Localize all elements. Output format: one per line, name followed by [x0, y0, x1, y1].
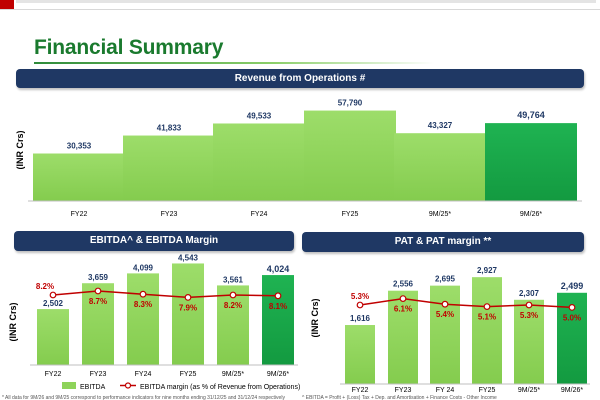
pat-margin-label: 5.3% [520, 311, 538, 320]
ebitda-margin-label: 7.9% [179, 303, 197, 312]
pat-margin-label: 5.4% [436, 310, 454, 319]
ebitda-margin-label: 8.7% [89, 297, 107, 306]
title-underline [34, 62, 434, 64]
pat-margin-line [359, 297, 573, 309]
pat-margin-marker [441, 300, 449, 308]
ebitda-category-label: FY25 [180, 371, 197, 378]
pat-category-label: 9M/25* [518, 387, 540, 394]
revenue-category-label: 9M/26* [520, 211, 542, 218]
ebitda-margin-label: 8.2% [224, 301, 242, 310]
top-grey-strip [16, 0, 596, 3]
pat-category-label: FY22 [352, 387, 369, 394]
pat-chart-banner: PAT & PAT margin ** [302, 232, 584, 252]
pat-margin-label: 5.3% [351, 292, 369, 301]
revenue-category-label: FY24 [251, 211, 268, 218]
ebitda-category-label: FY22 [45, 371, 62, 378]
revenue-category-label: 9M/25* [429, 211, 451, 218]
page-title: Financial Summary [34, 36, 224, 59]
pat-category-label: 9M/26* [561, 387, 583, 394]
revenue-bar [33, 153, 125, 201]
pat-margin-marker [568, 304, 576, 311]
ebitda-margin-marker [94, 287, 102, 295]
pat-margin-marker [356, 301, 364, 309]
pat-category-label: FY23 [395, 387, 412, 394]
ebitda-bar [217, 285, 249, 365]
ebitda-chart-banner: EBITDA^ & EBITDA Margin [14, 231, 294, 251]
legend-ebitda-label: EBITDA [80, 384, 106, 391]
pat-bar [472, 277, 502, 384]
top-accent-bar [0, 0, 600, 10]
pat-margin-label: 5.0% [563, 313, 581, 322]
ebitda-margin-label: 8.2% [36, 282, 54, 291]
pat-margin-marker [483, 303, 491, 311]
pat-bar [430, 285, 460, 384]
pat-bar [388, 290, 418, 384]
ebitda-value-label: 4,543 [178, 253, 199, 262]
ebitda-category-label: FY23 [90, 371, 107, 378]
ebitda-value-label: 3,561 [223, 275, 244, 284]
ebitda-category-label: 9M/25* [222, 371, 244, 378]
pat-margin-marker [525, 301, 533, 309]
revenue-chart-banner: Revenue from Operations # [16, 69, 584, 88]
ebitda-margin-marker [184, 294, 192, 301]
legend-ebitda-swatch [62, 382, 76, 389]
pat-category-label: FY25 [479, 387, 496, 394]
legend-margin-marker [124, 382, 132, 389]
ebitda-value-label: 4,024 [267, 264, 290, 274]
pat-value-label: 2,307 [519, 289, 540, 298]
top-red-block [0, 0, 14, 9]
ebitda-value-label: 4,099 [133, 263, 154, 272]
pat-bar [514, 299, 544, 384]
pat-bar [345, 325, 375, 384]
ebitda-bar [37, 309, 69, 365]
revenue-value-label: 43,327 [428, 121, 453, 130]
pat-y-axis-label: (INR Crs) [310, 298, 320, 337]
footnote-right: ^ EBITDA = Profit + (Loss) Tax + Dep. an… [302, 395, 497, 400]
pat-margin-label: 6.1% [394, 305, 412, 314]
revenue-category-label: FY22 [71, 211, 88, 218]
revenue-bar [394, 133, 486, 201]
pat-margin-marker [399, 295, 407, 303]
revenue-value-label: 30,353 [67, 141, 92, 150]
ebitda-margin-label: 8.3% [134, 300, 152, 309]
pat-value-label: 1,616 [350, 314, 371, 323]
ebitda-bar [172, 263, 204, 365]
legend-margin-label: EBITDA margin (as % of Revenue from Oper… [140, 384, 300, 391]
revenue-value-label: 49,764 [517, 110, 545, 120]
ebitda-bar [127, 273, 159, 365]
ebitda-margin-marker [274, 292, 282, 300]
ebitda-margin-marker [49, 291, 57, 299]
ebitda-margin-line [52, 290, 279, 299]
pat-margin-label: 5.1% [478, 313, 496, 322]
pat-value-label: 2,556 [393, 280, 414, 289]
ebitda-category-label: FY24 [135, 371, 152, 378]
footnote-left: * All data for 9M/26 and 9M/25 correspon… [2, 395, 285, 400]
ebitda-margin-marker [229, 291, 237, 299]
ebitda-margin-label: 8.1% [269, 302, 287, 311]
revenue-value-label: 57,790 [338, 99, 363, 108]
ebitda-value-label: 2,502 [43, 299, 64, 308]
pat-value-label: 2,927 [477, 266, 498, 275]
ebitda-value-label: 3,659 [88, 273, 109, 282]
revenue-value-label: 49,533 [247, 111, 272, 120]
revenue-bar [485, 123, 577, 201]
pat-category-label: FY 24 [436, 387, 455, 394]
revenue-bar [304, 110, 396, 201]
revenue-value-label: 41,833 [157, 124, 182, 133]
ebitda-category-label: 9M/26* [267, 371, 289, 378]
revenue-y-axis-label: (INR Crs) [15, 130, 25, 169]
pat-value-label: 2,499 [561, 281, 584, 291]
ebitda-bar [262, 275, 294, 365]
revenue-category-label: FY25 [342, 211, 359, 218]
revenue-bar [123, 135, 215, 201]
revenue-category-label: FY23 [161, 211, 178, 218]
ebitda-bar [82, 283, 114, 365]
revenue-bar [213, 123, 305, 201]
pat-value-label: 2,695 [435, 275, 456, 284]
ebitda-y-axis-label: (INR Crs) [8, 302, 18, 341]
ebitda-margin-marker [139, 290, 147, 298]
